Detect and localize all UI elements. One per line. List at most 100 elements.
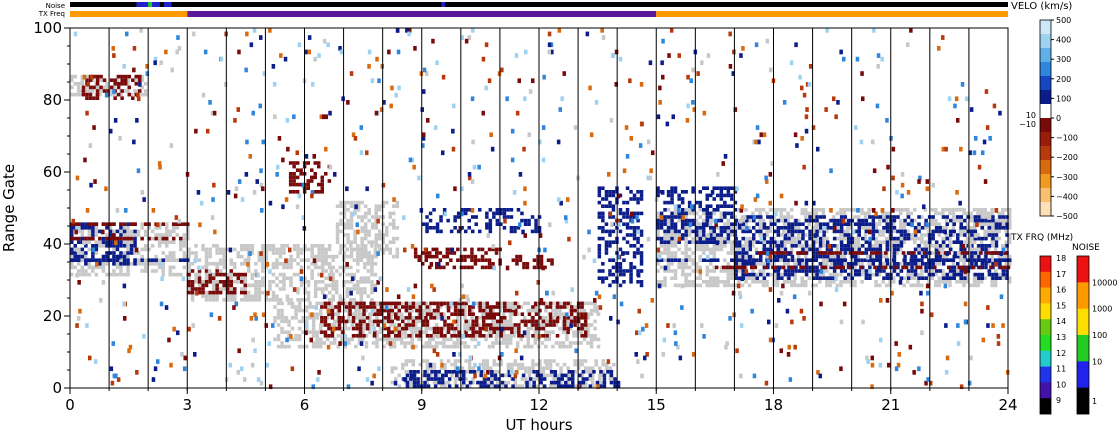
scan-boundaries	[108, 28, 970, 388]
x-tick-label-9: 9	[417, 396, 427, 414]
y-tick-label-60: 60	[43, 163, 62, 181]
noise-strip	[70, 2, 1008, 7]
velocity-tick-label-7: −200	[1056, 153, 1078, 162]
x-tick-label-24: 24	[998, 396, 1017, 414]
velocity-tick-label-3: 200	[1056, 75, 1071, 84]
txfreq-tick-label-1: 17	[1056, 270, 1066, 279]
txfreq-color-7	[1040, 366, 1051, 383]
txfreq-tick-label-2: 16	[1056, 286, 1066, 295]
velocity-tick-label-10: −500	[1056, 212, 1078, 221]
txfreq-color-6	[1040, 350, 1051, 367]
velocity-tick-label-8: −300	[1056, 173, 1078, 182]
txfreq-color-5	[1040, 335, 1051, 352]
txfreq-segment-2	[656, 11, 1008, 17]
velocity-gap-label-neg: −10	[1019, 120, 1036, 129]
velocity-color-5	[1040, 90, 1051, 105]
velocity-color-8	[1040, 132, 1051, 147]
velocity-tick-label-0: 500	[1056, 16, 1071, 25]
row-1-negative	[70, 236, 183, 241]
feature-13-positive	[597, 186, 644, 288]
feature-9-negative	[413, 247, 502, 270]
noise-colorbar-frame	[1076, 255, 1090, 415]
feature-14-positive	[421, 208, 542, 234]
velocity-tick-label-1: 400	[1056, 36, 1071, 45]
noise-segment-3	[163, 2, 172, 7]
txfreq-color-9	[1040, 398, 1051, 415]
row-0-positive	[70, 258, 190, 262]
noise-segment-0	[70, 2, 1008, 7]
y-tick-label-20: 20	[43, 307, 62, 325]
x-tick-label-15: 15	[647, 396, 666, 414]
txfreq-colorbar-frame	[1039, 255, 1052, 415]
feature-11-negative	[288, 161, 332, 194]
x-tick-label-3: 3	[182, 396, 192, 414]
velocity-tick-label-2: 300	[1056, 55, 1071, 64]
noise-strip-label: Noise	[46, 2, 65, 10]
velocity-tick-label-4: 100	[1056, 94, 1071, 103]
x-axis: 0 3 6 9 12 15 18 21 24	[65, 388, 1018, 414]
noise-color-5	[1077, 387, 1089, 415]
txfreq-scale-title: TX FRQ (MHz)	[1010, 233, 1073, 243]
noise-color-1	[1077, 282, 1089, 309]
noise-tick-label-3: 10	[1092, 357, 1102, 366]
txfreq-tick-label-4: 14	[1056, 317, 1066, 326]
noise-segment-2	[148, 2, 153, 7]
txfreq-color-3	[1040, 303, 1051, 320]
noise-color-2	[1077, 308, 1089, 336]
velocity-color-6	[1040, 104, 1051, 119]
y-tick-label-0: 0	[52, 379, 62, 397]
velocity-color-3	[1040, 62, 1051, 77]
velocity-color-11	[1040, 174, 1051, 189]
velocity-color-13	[1040, 202, 1051, 217]
noise-color-4	[1077, 361, 1089, 388]
noise-color-3	[1077, 335, 1089, 362]
x-tick-label-0: 0	[65, 396, 75, 414]
x-tick-label-12: 12	[529, 396, 548, 414]
y-axis: 0 20 40 60 80 100	[33, 19, 70, 397]
velocity-tick-label-9: −400	[1056, 192, 1078, 201]
txfreq-segment-1	[187, 11, 657, 17]
txfreq-strip	[70, 11, 1008, 17]
velocity-color-7	[1040, 118, 1051, 133]
txfreq-colorbar: 18 17 16 15 14 13 12 11 10 9	[1039, 254, 1066, 415]
noise-scale-title: NOISE	[1072, 243, 1100, 253]
txfreq-color-4	[1040, 319, 1051, 336]
feature-7-negative	[187, 269, 247, 295]
velocity-scale-title: VELO (km/s)	[1011, 1, 1072, 12]
noise-segment-1	[136, 2, 160, 7]
noise-tick-label-4: 1	[1092, 397, 1097, 406]
x-tick-label-18: 18	[764, 396, 783, 414]
txfreq-tick-label-9: 9	[1056, 396, 1061, 405]
txfreq-tick-label-6: 12	[1056, 349, 1066, 358]
txfreq-color-8	[1040, 382, 1051, 399]
row-4-negative	[714, 265, 1011, 270]
txfreq-color-0	[1040, 256, 1051, 273]
velocity-colorbar: 500 400 300 200 100 0 −100 −200 −300 −400 −500	[1039, 16, 1078, 221]
txfreq-tick-label-7: 11	[1056, 365, 1066, 374]
velocity-color-0	[1040, 20, 1051, 35]
txfreq-color-2	[1040, 287, 1051, 304]
plot-data-cells	[70, 28, 1012, 390]
feature-15-positive	[656, 186, 738, 244]
txfreq-tick-label-8: 10	[1056, 380, 1066, 389]
velocity-color-4	[1040, 76, 1051, 91]
noise-tick-label-2: 100	[1092, 331, 1107, 340]
noise-tick-label-0: 10000	[1092, 278, 1117, 287]
velocity-color-1	[1040, 34, 1051, 49]
noise-color-0	[1077, 256, 1089, 283]
row-3-positive	[656, 258, 1012, 262]
scatter-noise	[71, 28, 1010, 390]
txfreq-segment-0	[70, 11, 188, 17]
velocity-color-2	[1040, 48, 1051, 63]
txfreq-tick-label-3: 15	[1056, 301, 1066, 310]
velocity-color-12	[1040, 188, 1051, 203]
velocity-gap-label-pos: 10	[1026, 111, 1036, 120]
y-tick-label-40: 40	[43, 235, 62, 253]
feature-2-ground	[335, 200, 400, 259]
y-tick-label-100: 100	[33, 19, 62, 37]
velocity-color-10	[1040, 160, 1051, 175]
x-tick-label-21: 21	[881, 396, 900, 414]
txfreq-color-1	[1040, 271, 1051, 288]
y-tick-label-80: 80	[43, 91, 62, 109]
